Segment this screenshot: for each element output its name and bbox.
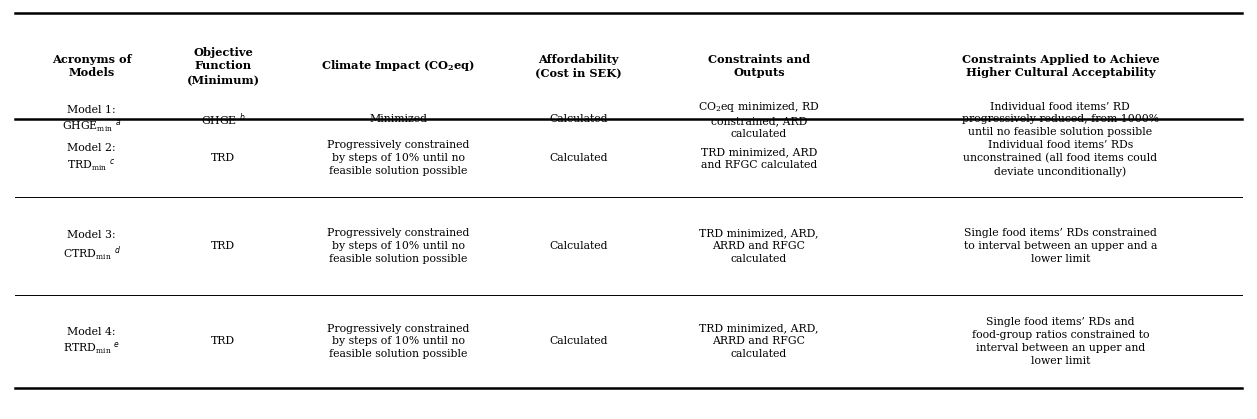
Text: Model 2:
$\mathregular{TRD_{min}}$ $^c$: Model 2: $\mathregular{TRD_{min}}$ $^c$ bbox=[67, 143, 116, 173]
Text: Model 4:
$\mathregular{RTRD_{min}}$ $^e$: Model 4: $\mathregular{RTRD_{min}}$ $^e$ bbox=[63, 327, 121, 356]
Text: Model 3:
$\mathregular{CTRD_{min}}$ $^d$: Model 3: $\mathregular{CTRD_{min}}$ $^d$ bbox=[63, 230, 121, 263]
Text: TRD: TRD bbox=[211, 153, 235, 163]
Text: Individual food items’ RD
progressively reduced, from 1000%
until no feasible so: Individual food items’ RD progressively … bbox=[962, 102, 1159, 137]
Text: Progressively constrained
by steps of 10% until no
feasible solution possible: Progressively constrained by steps of 10… bbox=[327, 140, 470, 176]
Text: Single food items’ RDs constrained
to interval between an upper and a
lower limi: Single food items’ RDs constrained to in… bbox=[964, 228, 1156, 264]
Text: Progressively constrained
by steps of 10% until no
feasible solution possible: Progressively constrained by steps of 10… bbox=[327, 228, 470, 264]
Text: $\mathregular{CO_2}$eq minimized, RD
constrained, ARD
calculated: $\mathregular{CO_2}$eq minimized, RD con… bbox=[698, 100, 820, 139]
Text: TRD minimized, ARD,
ARRD and RFGC
calculated: TRD minimized, ARD, ARRD and RFGC calcul… bbox=[699, 228, 818, 264]
Text: TRD minimized, ARD
and RFGC calculated: TRD minimized, ARD and RFGC calculated bbox=[700, 147, 817, 170]
Text: Affordability
(Cost in SEK): Affordability (Cost in SEK) bbox=[535, 54, 622, 78]
Text: Climate Impact ($\mathregular{CO_2}$eq): Climate Impact ($\mathregular{CO_2}$eq) bbox=[322, 59, 475, 73]
Text: Individual food items’ RDs
unconstrained (all food items could
deviate unconditi: Individual food items’ RDs unconstrained… bbox=[963, 140, 1158, 176]
Text: Calculated: Calculated bbox=[549, 241, 608, 251]
Text: TRD: TRD bbox=[211, 241, 235, 251]
Text: Constraints and
Outputs: Constraints and Outputs bbox=[708, 54, 810, 78]
Text: Minimized: Minimized bbox=[370, 114, 427, 124]
Text: Calculated: Calculated bbox=[549, 114, 608, 124]
Text: Acronyms of
Models: Acronyms of Models bbox=[52, 54, 132, 78]
Text: TRD: TRD bbox=[211, 336, 235, 347]
Text: Objective
Function
(Minimum): Objective Function (Minimum) bbox=[187, 47, 260, 85]
Text: Calculated: Calculated bbox=[549, 336, 608, 347]
Text: Model 1:
$\mathregular{GHGE_{min}}$ $^a$: Model 1: $\mathregular{GHGE_{min}}$ $^a$ bbox=[62, 105, 122, 134]
Text: Single food items’ RDs and
food-group ratios constrained to
interval between an : Single food items’ RDs and food-group ra… bbox=[972, 317, 1149, 366]
Text: Constraints Applied to Achieve
Higher Cultural Acceptability: Constraints Applied to Achieve Higher Cu… bbox=[962, 54, 1159, 78]
Text: TRD minimized, ARD,
ARRD and RFGC
calculated: TRD minimized, ARD, ARRD and RFGC calcul… bbox=[699, 324, 818, 359]
Text: Progressively constrained
by steps of 10% until no
feasible solution possible: Progressively constrained by steps of 10… bbox=[327, 324, 470, 359]
Text: Calculated: Calculated bbox=[549, 153, 608, 163]
Text: $\mathregular{GHGE}$ $^b$: $\mathregular{GHGE}$ $^b$ bbox=[201, 111, 245, 128]
